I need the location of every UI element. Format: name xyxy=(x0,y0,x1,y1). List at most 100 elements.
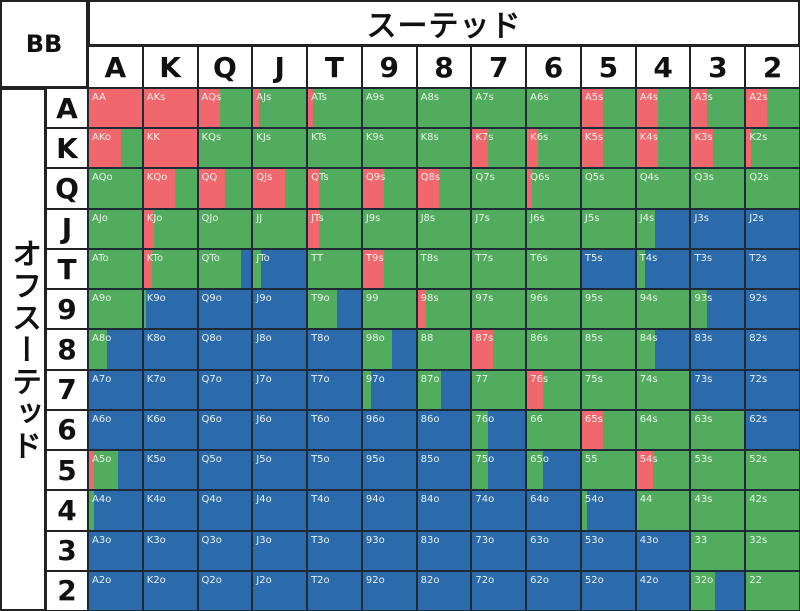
hand-cell-94s[interactable]: 94s xyxy=(635,289,691,330)
hand-cell-A7s[interactable]: A7s xyxy=(471,88,527,129)
hand-cell-82s[interactable]: 82s xyxy=(745,329,800,370)
hand-cell-22[interactable]: 22 xyxy=(745,570,800,611)
hand-cell-JJ[interactable]: JJ xyxy=(252,208,308,249)
hand-cell-J8o[interactable]: J8o xyxy=(252,329,308,370)
hand-cell-T2s[interactable]: T2s xyxy=(745,248,800,290)
hand-cell-K6s[interactable]: K6s xyxy=(526,128,581,169)
hand-cell-J6s[interactable]: J6s xyxy=(526,208,581,249)
hand-cell-32s[interactable]: 32s xyxy=(745,530,800,571)
hand-cell-75s[interactable]: 75s xyxy=(580,369,636,410)
hand-cell-T9s[interactable]: T9s xyxy=(361,248,417,290)
hand-cell-87o[interactable]: 87o xyxy=(416,369,472,410)
hand-cell-J4s[interactable]: J4s xyxy=(635,208,691,249)
hand-cell-66[interactable]: 66 xyxy=(526,409,581,451)
hand-cell-ATo[interactable]: ATo xyxy=(88,248,143,290)
hand-cell-QJs[interactable]: QJs xyxy=(252,168,308,209)
hand-cell-A2s[interactable]: A2s xyxy=(745,88,800,129)
hand-cell-A4s[interactable]: A4s xyxy=(635,88,691,129)
hand-cell-J7s[interactable]: J7s xyxy=(471,208,527,249)
hand-cell-74o[interactable]: 74o xyxy=(471,490,527,531)
hand-cell-KTo[interactable]: KTo xyxy=(142,248,198,290)
hand-cell-A4o[interactable]: A4o xyxy=(88,490,143,531)
hand-cell-AA[interactable]: AA xyxy=(88,88,143,129)
hand-cell-33[interactable]: 33 xyxy=(690,530,746,571)
hand-cell-Q4o[interactable]: Q4o xyxy=(197,490,253,531)
hand-cell-97o[interactable]: 97o xyxy=(361,369,417,410)
hand-cell-QTs[interactable]: QTs xyxy=(307,168,362,209)
hand-cell-84s[interactable]: 84s xyxy=(635,329,691,370)
hand-cell-KJs[interactable]: KJs xyxy=(252,128,308,169)
hand-cell-93o[interactable]: 93o xyxy=(361,530,417,571)
hand-cell-73o[interactable]: 73o xyxy=(471,530,527,571)
hand-cell-98s[interactable]: 98s xyxy=(416,289,472,330)
hand-cell-Q8o[interactable]: Q8o xyxy=(197,329,253,370)
hand-cell-95s[interactable]: 95s xyxy=(580,289,636,330)
hand-cell-K7o[interactable]: K7o xyxy=(142,369,198,410)
hand-cell-86o[interactable]: 86o xyxy=(416,409,472,451)
hand-cell-Q2s[interactable]: Q2s xyxy=(745,168,800,209)
hand-cell-84o[interactable]: 84o xyxy=(416,490,472,531)
hand-cell-Q5s[interactable]: Q5s xyxy=(580,168,636,209)
hand-cell-AQo[interactable]: AQo xyxy=(88,168,143,209)
hand-cell-44[interactable]: 44 xyxy=(635,490,691,531)
hand-cell-K9o[interactable]: K9o xyxy=(142,289,198,330)
hand-cell-54o[interactable]: 54o xyxy=(580,490,636,531)
hand-cell-Q6o[interactable]: Q6o xyxy=(197,409,253,451)
hand-cell-K2o[interactable]: K2o xyxy=(142,570,198,611)
hand-cell-A6o[interactable]: A6o xyxy=(88,409,143,451)
hand-cell-A8o[interactable]: A8o xyxy=(88,329,143,370)
hand-cell-Q9s[interactable]: Q9s xyxy=(361,168,417,209)
hand-cell-55[interactable]: 55 xyxy=(580,450,636,491)
hand-cell-Q6s[interactable]: Q6s xyxy=(526,168,581,209)
hand-cell-T8s[interactable]: T8s xyxy=(416,248,472,290)
hand-cell-98o[interactable]: 98o xyxy=(361,329,417,370)
hand-cell-A7o[interactable]: A7o xyxy=(88,369,143,410)
hand-cell-53o[interactable]: 53o xyxy=(580,530,636,571)
hand-cell-63s[interactable]: 63s xyxy=(690,409,746,451)
hand-cell-96s[interactable]: 96s xyxy=(526,289,581,330)
hand-cell-Q3s[interactable]: Q3s xyxy=(690,168,746,209)
hand-cell-J7o[interactable]: J7o xyxy=(252,369,308,410)
hand-cell-A2o[interactable]: A2o xyxy=(88,570,143,611)
hand-cell-T2o[interactable]: T2o xyxy=(307,570,362,611)
hand-cell-JTs[interactable]: JTs xyxy=(307,208,362,249)
hand-cell-KK[interactable]: KK xyxy=(142,128,198,169)
hand-cell-Q5o[interactable]: Q5o xyxy=(197,450,253,491)
hand-cell-88[interactable]: 88 xyxy=(416,329,472,370)
hand-cell-K4s[interactable]: K4s xyxy=(635,128,691,169)
hand-cell-T6o[interactable]: T6o xyxy=(307,409,362,451)
hand-cell-T6s[interactable]: T6s xyxy=(526,248,581,290)
hand-cell-J9s[interactable]: J9s xyxy=(361,208,417,249)
hand-cell-73s[interactable]: 73s xyxy=(690,369,746,410)
hand-cell-T4s[interactable]: T4s xyxy=(635,248,691,290)
hand-cell-43s[interactable]: 43s xyxy=(690,490,746,531)
hand-cell-54s[interactable]: 54s xyxy=(635,450,691,491)
hand-cell-83o[interactable]: 83o xyxy=(416,530,472,571)
hand-cell-KTs[interactable]: KTs xyxy=(307,128,362,169)
hand-cell-QQ[interactable]: QQ xyxy=(197,168,253,209)
hand-cell-65o[interactable]: 65o xyxy=(526,450,581,491)
hand-cell-K3s[interactable]: K3s xyxy=(690,128,746,169)
hand-cell-AJo[interactable]: AJo xyxy=(88,208,143,249)
hand-cell-Q8s[interactable]: Q8s xyxy=(416,168,472,209)
hand-cell-K5s[interactable]: K5s xyxy=(580,128,636,169)
hand-cell-75o[interactable]: 75o xyxy=(471,450,527,491)
hand-cell-K9s[interactable]: K9s xyxy=(361,128,417,169)
hand-cell-72s[interactable]: 72s xyxy=(745,369,800,410)
hand-cell-K7s[interactable]: K7s xyxy=(471,128,527,169)
hand-cell-Q2o[interactable]: Q2o xyxy=(197,570,253,611)
hand-cell-K8s[interactable]: K8s xyxy=(416,128,472,169)
hand-cell-KQs[interactable]: KQs xyxy=(197,128,253,169)
hand-cell-94o[interactable]: 94o xyxy=(361,490,417,531)
hand-cell-K4o[interactable]: K4o xyxy=(142,490,198,531)
hand-cell-92o[interactable]: 92o xyxy=(361,570,417,611)
hand-cell-TT[interactable]: TT xyxy=(307,248,362,290)
hand-cell-A9s[interactable]: A9s xyxy=(361,88,417,129)
hand-cell-72o[interactable]: 72o xyxy=(471,570,527,611)
hand-cell-T3o[interactable]: T3o xyxy=(307,530,362,571)
hand-cell-64s[interactable]: 64s xyxy=(635,409,691,451)
hand-cell-86s[interactable]: 86s xyxy=(526,329,581,370)
hand-cell-76o[interactable]: 76o xyxy=(471,409,527,451)
hand-cell-T5s[interactable]: T5s xyxy=(580,248,636,290)
hand-cell-K6o[interactable]: K6o xyxy=(142,409,198,451)
